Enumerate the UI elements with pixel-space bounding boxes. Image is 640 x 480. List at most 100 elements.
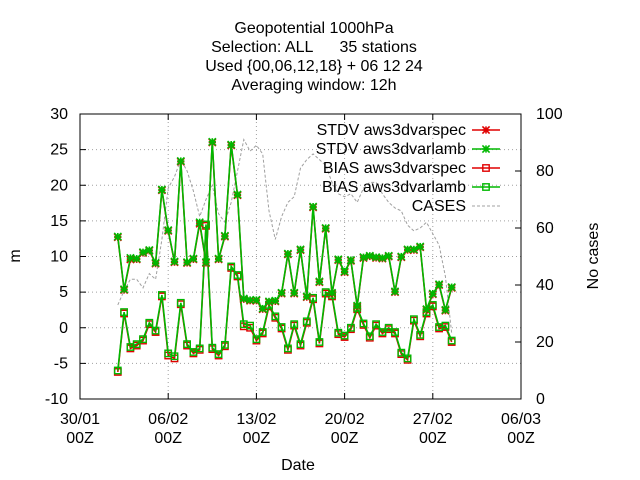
x-axis-label: Date — [281, 457, 315, 474]
data-point — [397, 348, 406, 357]
x-axis-ticks: 30/01 00Z 06/02 00Z 13/02 00Z 20/02 00Z 27/02 00Z… — [60, 114, 541, 447]
x-tick-label-time: 00Z — [66, 430, 94, 447]
data-point — [271, 296, 280, 305]
data-point — [302, 292, 311, 301]
data-point — [214, 254, 223, 263]
data-point — [145, 318, 154, 327]
y-tick-label: 30 — [50, 106, 68, 123]
data-point — [441, 305, 450, 315]
data-point — [410, 315, 418, 324]
legend-label: BIAS aws3dvarspec — [323, 160, 466, 177]
data-point — [119, 285, 129, 294]
data-point — [245, 295, 255, 305]
data-point — [170, 352, 179, 361]
data-point — [416, 242, 425, 251]
title-line-2: Selection: ALL 35 stations — [211, 39, 417, 56]
y-tick-label: 25 — [50, 142, 68, 159]
data-point — [271, 312, 280, 321]
x-tick-label: 20/02 — [325, 411, 365, 428]
data-point — [113, 366, 122, 375]
data-point — [176, 156, 185, 166]
y2-tick-label: 80 — [536, 163, 554, 180]
y2-tick-label: 20 — [536, 334, 554, 351]
data-point — [258, 328, 267, 336]
y-tick-label: 15 — [50, 213, 68, 230]
series-cases — [117, 138, 453, 334]
x-tick-label: 13/02 — [236, 411, 276, 428]
series-stdv-aws3dvarlamb — [113, 137, 456, 315]
data-point — [195, 218, 204, 227]
data-point — [365, 332, 374, 341]
data-point — [308, 202, 318, 211]
data-point — [220, 231, 230, 241]
legend-swatch-marker — [482, 183, 490, 191]
legend-swatch-marker — [481, 125, 491, 135]
data-point — [378, 328, 387, 336]
legend-label: STDV aws3dvarlamb — [316, 141, 466, 158]
data-point — [220, 340, 229, 349]
data-point — [233, 271, 242, 279]
legend-swatch-marker — [482, 164, 490, 172]
title-line-4: Averaging window: 12h — [231, 77, 396, 94]
data-point — [403, 354, 412, 363]
x-tick-label-time: 00Z — [507, 430, 535, 447]
title-line-1: Geopotential 1000hPa — [234, 20, 393, 37]
data-point — [176, 298, 185, 307]
data-point — [391, 328, 399, 336]
data-point — [447, 336, 456, 345]
plot-frame — [79, 113, 522, 400]
y2-tick-label: 0 — [536, 391, 545, 408]
x-tick-label: 06/03 — [501, 411, 541, 428]
data-point — [327, 288, 337, 298]
data-point — [422, 305, 431, 314]
chart-title: Geopotential 1000hPa Selection: ALL 35 s… — [205, 20, 423, 94]
data-point — [416, 330, 425, 339]
data-point — [182, 258, 192, 267]
data-point — [164, 225, 173, 235]
data-point — [120, 308, 129, 316]
x-tick-label: 06/02 — [148, 411, 188, 428]
x-tick-label: 27/02 — [413, 411, 453, 428]
data-point — [284, 344, 292, 353]
series-line — [117, 138, 453, 334]
data-point — [233, 190, 242, 199]
data-point — [151, 258, 160, 268]
series-layer — [113, 137, 456, 376]
data-point — [157, 291, 166, 299]
x-tick-label-time: 00Z — [331, 430, 359, 447]
data-point — [283, 249, 293, 258]
data-point — [441, 321, 450, 330]
data-point — [189, 254, 198, 263]
data-point — [246, 321, 254, 330]
legend-label: BIAS aws3dvarlamb — [322, 179, 466, 196]
y-tick-label: 20 — [50, 177, 68, 194]
data-point — [151, 326, 160, 335]
y2-tick-label: 100 — [536, 106, 563, 123]
y-axis-label: m — [7, 249, 24, 262]
x-tick-label: 30/01 — [60, 411, 100, 428]
legend-label: CASES — [412, 198, 466, 215]
data-point — [302, 317, 311, 326]
data-point — [239, 294, 248, 303]
data-point — [208, 137, 217, 146]
data-point — [372, 320, 380, 329]
data-point — [113, 232, 122, 241]
grid — [80, 114, 521, 399]
data-point — [227, 140, 236, 149]
data-point — [252, 295, 261, 305]
data-point — [183, 340, 191, 349]
data-point — [201, 258, 211, 267]
data-point — [384, 251, 393, 260]
data-point — [227, 262, 236, 271]
legend: STDV aws3dvarspec STDV aws3dvarlamb BIAS a… — [316, 122, 500, 215]
data-point — [359, 319, 368, 328]
data-point — [145, 245, 154, 255]
legend-swatch-marker — [481, 144, 491, 154]
y-tick-label: -5 — [54, 355, 68, 372]
data-point — [138, 248, 148, 257]
data-point — [315, 338, 324, 346]
data-point — [139, 335, 147, 344]
x-tick-label-time: 00Z — [243, 430, 271, 447]
y-tick-label: 5 — [59, 284, 68, 301]
data-point — [384, 323, 393, 332]
